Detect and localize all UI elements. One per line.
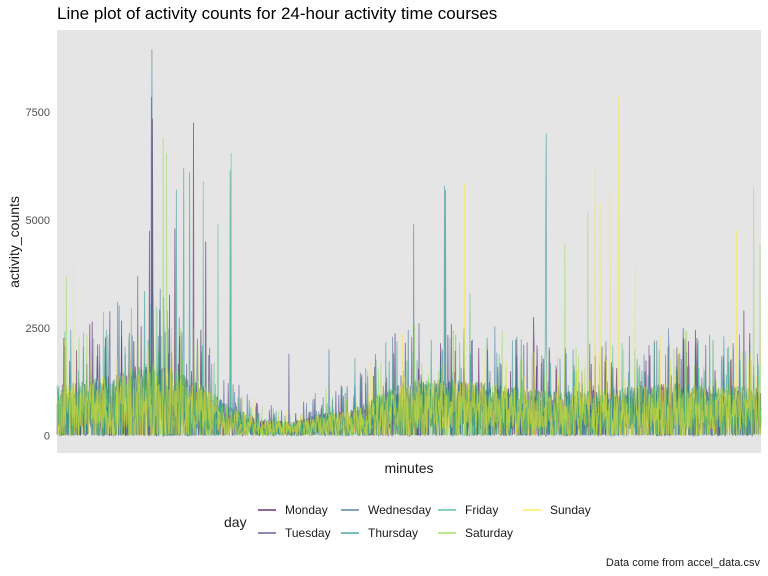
legend-swatch [258, 509, 276, 511]
legend-label: Monday [285, 503, 328, 517]
y-tick-label: 5000 [26, 215, 50, 227]
series-line-sunday [56, 96, 762, 438]
chart-caption: Data come from accel_data.csv [605, 557, 760, 569]
legend-swatch [438, 532, 456, 534]
legend-item-monday: Monday [258, 500, 328, 520]
legend-label: Tuesday [285, 526, 331, 540]
series-lines [56, 49, 762, 438]
legend-swatch [341, 532, 359, 534]
x-axis-title: minutes [384, 460, 433, 476]
legend-item-saturday: Saturday [438, 523, 513, 543]
legend-label: Wednesday [368, 503, 432, 517]
y-axis: 0 2500 5000 7500 [26, 107, 50, 443]
legend: day Monday Tuesday Wednesday Thursday Friday… [224, 500, 624, 544]
legend-label: Sunday [550, 503, 591, 517]
y-axis-title: activity_counts [6, 196, 22, 288]
y-tick-label: 7500 [26, 107, 50, 119]
legend-label: Friday [465, 503, 499, 517]
legend-swatch [438, 509, 456, 511]
y-tick-label: 0 [44, 431, 50, 443]
legend-title: day [224, 514, 247, 530]
legend-item-sunday: Sunday [523, 500, 591, 520]
legend-swatch [523, 509, 541, 511]
legend-item-friday: Friday [438, 500, 498, 520]
legend-swatch [258, 532, 276, 534]
legend-item-tuesday: Tuesday [258, 523, 331, 543]
legend-item-wednesday: Wednesday [341, 500, 431, 520]
legend-label: Saturday [465, 526, 514, 540]
y-tick-label: 2500 [26, 323, 50, 335]
legend-label: Thursday [368, 526, 419, 540]
legend-item-thursday: Thursday [341, 523, 418, 543]
legend-swatch [341, 509, 359, 511]
chart-title: Line plot of activity counts for 24-hour… [57, 4, 498, 23]
